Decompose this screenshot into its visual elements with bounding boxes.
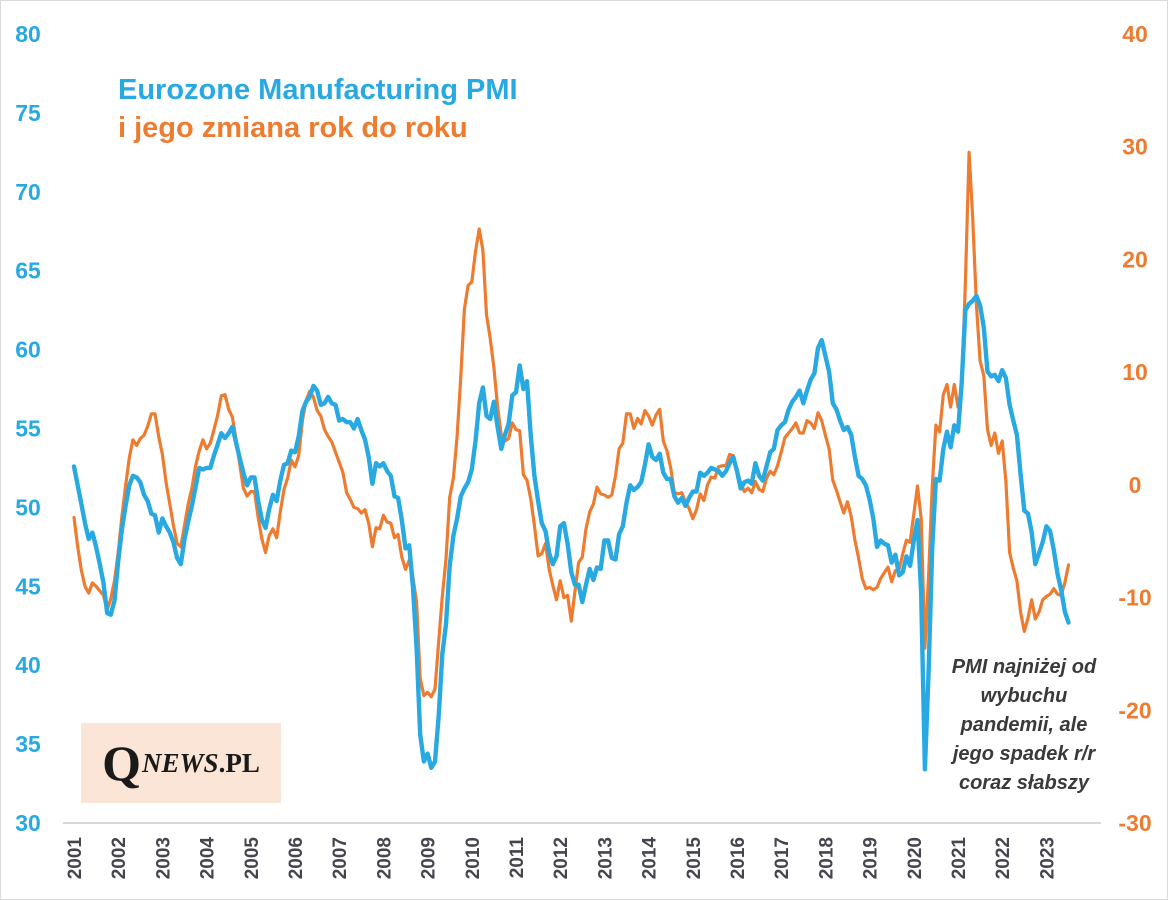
x-axis-year-label: 2017: [772, 837, 793, 879]
x-axis-year-label: 2007: [330, 837, 351, 879]
chart-title: Eurozone Manufacturing PMI i jego zmiana…: [118, 71, 518, 147]
left-axis-tick-label: 45: [15, 573, 41, 599]
x-axis-year-label: 2021: [949, 837, 970, 880]
right-axis-tick-label: 40: [1122, 21, 1148, 47]
x-axis-year-label: 2023: [1037, 837, 1058, 879]
right-axis-tick-label: 30: [1122, 134, 1148, 160]
x-axis-year-label: 2022: [993, 837, 1014, 879]
x-axis-year-label: 2018: [816, 837, 837, 879]
x-axis-year-label: 2011: [507, 837, 528, 879]
x-axis-year-label: 2016: [728, 837, 749, 879]
left-axis-tick-label: 40: [15, 652, 41, 678]
x-axis-year-label: 2004: [198, 837, 219, 880]
x-axis-year-label: 2009: [419, 837, 440, 879]
left-axis-tick-label: 50: [15, 494, 41, 520]
x-axis-year-label: 2015: [684, 837, 705, 880]
pmi-annotation: PMI najniżej od wybuchu pandemii, ale je…: [951, 656, 1097, 794]
left-axis-tick-label: 70: [15, 179, 41, 205]
right-axis-tick-label: -20: [1118, 697, 1151, 723]
left-axis-tick-label: 30: [15, 810, 41, 836]
left-axis-tick-label: 80: [15, 21, 41, 47]
x-axis-year-label: 2003: [153, 837, 174, 879]
left-axis-tick-label: 60: [15, 337, 41, 363]
chart-title-pmi: Eurozone Manufacturing PMI: [118, 74, 518, 106]
x-axis-year-label: 2012: [551, 837, 572, 879]
x-axis-year-label: 2006: [286, 837, 307, 879]
yoy-change-line: [72, 150, 1071, 699]
right-axis-tick-label: 10: [1122, 359, 1148, 385]
left-axis-tick-label: 35: [15, 731, 41, 757]
x-axis-year-label: 2001: [65, 837, 86, 880]
right-axis-tick-label: 20: [1122, 246, 1148, 272]
x-axis-year-label: 2019: [861, 837, 882, 879]
x-axis-year-label: 2002: [109, 837, 130, 879]
x-axis-year-label: 2014: [640, 837, 661, 880]
left-axis-tick-label: 65: [15, 258, 41, 284]
right-axis-tick-label: -30: [1118, 810, 1151, 836]
left-axis-tick-label: 75: [15, 100, 41, 126]
x-axis-year-label: 2013: [595, 837, 616, 879]
logo-news-text: NEWS: [142, 747, 219, 778]
pmi-line: [71, 293, 1071, 772]
logo-pl-text: .PL: [218, 747, 260, 778]
chart-title-yoy: i jego zmiana rok do roku: [118, 112, 468, 144]
left-axis-tick-label: 55: [15, 416, 41, 442]
right-axis-tick-label: 0: [1129, 472, 1142, 498]
qnews-logo: Q NEWS .PL: [81, 723, 281, 803]
logo-q-letter: Q: [102, 735, 142, 791]
x-axis-year-label: 2020: [905, 837, 926, 879]
x-axis-year-label: 2010: [463, 837, 484, 879]
x-axis-year-label: 2005: [242, 837, 263, 880]
x-axis-year-label: 2008: [374, 837, 395, 879]
right-axis-tick-label: -10: [1118, 585, 1151, 611]
